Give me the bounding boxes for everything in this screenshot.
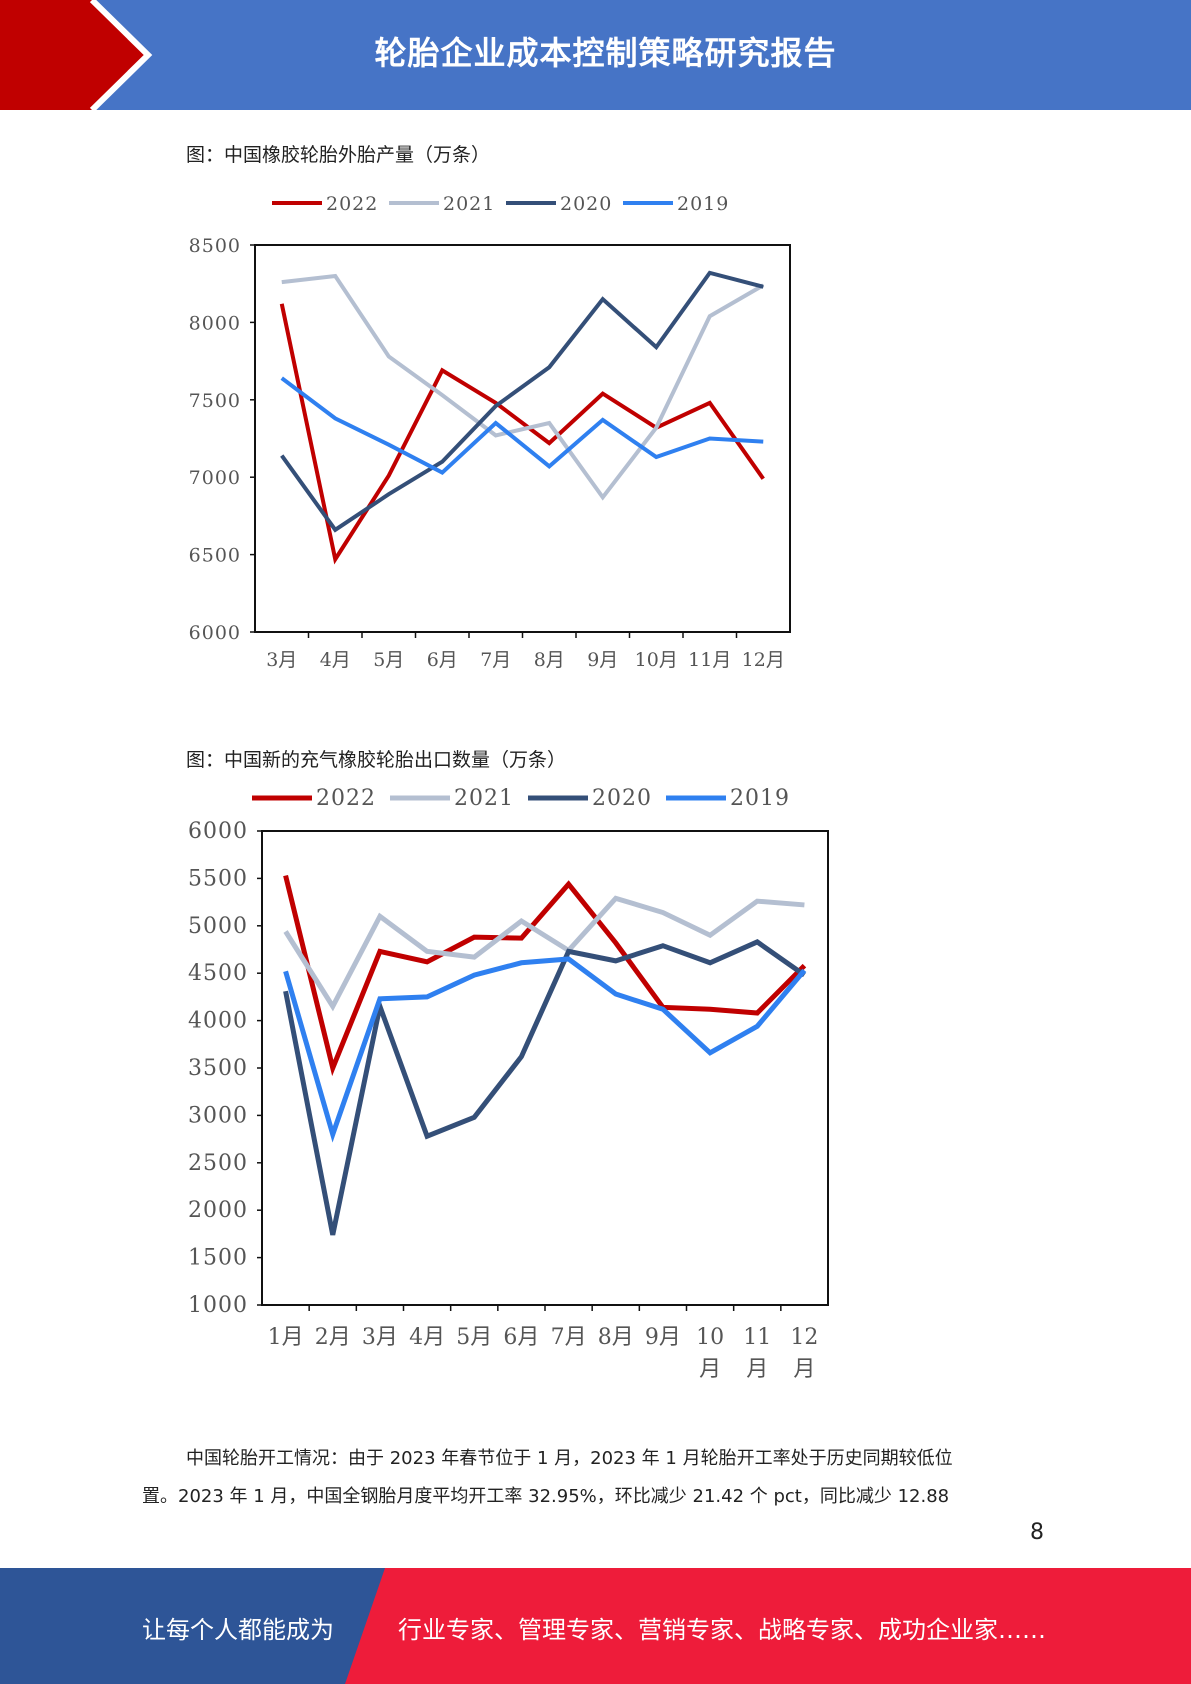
x-tick-label: 月	[793, 1357, 815, 1382]
x-tick-label: 10月	[635, 649, 678, 671]
x-tick-label: 月	[746, 1357, 768, 1382]
body-paragraph: 中国轮胎开工情况：由于 2023 年春节位于 1 月，2023 年 1 月轮胎开…	[142, 1440, 1042, 1516]
series-line-2019	[283, 956, 807, 1143]
tire-production-chart: 6000 6500 7000 7500 8000 8500 3月 4月 5月 6月 7月 8月 9月 10…	[189, 193, 791, 671]
y-tick-label: 6000	[188, 819, 248, 844]
y-tick-label: 6500	[189, 545, 241, 567]
footer-band	[0, 1568, 1191, 1684]
series-line-2019	[280, 376, 764, 475]
x-tick-label: 6月	[503, 1325, 539, 1350]
legend-label-2020: 2020	[592, 786, 652, 811]
x-tick-label: 11月	[688, 649, 731, 671]
page-header: 轮胎企业成本控制策略研究报告	[0, 0, 1191, 110]
header-arrow-decoration	[0, 0, 153, 110]
series-line-2021	[283, 895, 805, 1012]
x-tick-label: 4月	[409, 1325, 445, 1350]
page-number: 8	[1030, 1520, 1044, 1545]
x-tick-label: 5月	[373, 649, 404, 671]
legend-label-2022: 2022	[316, 786, 376, 811]
x-tick-label: 10	[696, 1325, 724, 1350]
x-tick-label: 3月	[362, 1325, 398, 1350]
y-tick-label: 4500	[188, 961, 248, 986]
x-tick-label: 7月	[480, 649, 511, 671]
legend-label-2021: 2021	[443, 193, 495, 215]
x-tick-label: 月	[699, 1357, 721, 1382]
paragraph-line-1: 中国轮胎开工情况：由于 2023 年春节位于 1 月，2023 年 1 月轮胎开…	[186, 1448, 953, 1469]
x-tick-label: 8月	[534, 649, 565, 671]
figure-1-caption: 图：中国橡胶轮胎外胎产量（万条）	[186, 144, 491, 166]
y-tick-label: 7500	[189, 390, 241, 412]
legend-label-2019: 2019	[677, 193, 729, 215]
y-tick-label: 5000	[188, 914, 248, 939]
series-line-2021	[281, 273, 765, 501]
page-footer: 让每个人都能成为 行业专家、管理专家、营销专家、战略专家、成功企业家……	[0, 1568, 1191, 1684]
y-tick-label: 2500	[188, 1151, 248, 1176]
y-tick-label: 1500	[188, 1246, 248, 1271]
x-tick-label: 5月	[456, 1325, 492, 1350]
y-tick-label: 8500	[189, 235, 241, 257]
x-tick-label: 9月	[645, 1325, 681, 1350]
y-tick-label: 7000	[189, 467, 241, 489]
series-line-2022	[279, 303, 765, 565]
legend-label-2022: 2022	[326, 193, 378, 215]
x-tick-label: 7月	[551, 1325, 587, 1350]
y-tick-label: 1000	[188, 1293, 248, 1318]
legend-label-2019: 2019	[730, 786, 790, 811]
x-tick-label: 2月	[315, 1325, 351, 1350]
x-tick-label: 3月	[266, 649, 297, 671]
x-tick-label: 6月	[427, 649, 458, 671]
series-line-2020	[283, 939, 806, 1236]
tire-export-chart: 1000 1500 2000 2500 3000 3500 4000 4500 5000 5500…	[188, 786, 829, 1382]
y-tick-label: 5500	[188, 866, 248, 891]
x-tick-label: 12	[790, 1325, 818, 1350]
y-tick-label: 3000	[188, 1103, 248, 1128]
paragraph-line-2: 置。2023 年 1 月，中国全钢胎月度平均开工率 32.95%，环比减少 21…	[142, 1486, 950, 1507]
y-tick-label: 8000	[189, 312, 241, 334]
y-tick-label: 6000	[189, 622, 241, 644]
x-tick-label: 11	[743, 1325, 771, 1350]
footer-slogan-left: 让每个人都能成为	[142, 1616, 334, 1644]
x-tick-label: 9月	[587, 649, 618, 671]
x-tick-label: 1月	[268, 1325, 304, 1350]
y-tick-label: 3500	[188, 1056, 248, 1081]
y-tick-label: 4000	[188, 1009, 248, 1034]
x-tick-label: 8月	[598, 1325, 634, 1350]
legend-label-2021: 2021	[454, 786, 514, 811]
report-title: 轮胎企业成本控制策略研究报告	[374, 34, 837, 72]
plot-frame	[261, 830, 829, 1306]
footer-slogan-right: 行业专家、管理专家、营销专家、战略专家、成功企业家……	[398, 1616, 1046, 1644]
x-tick-label: 12月	[742, 649, 785, 671]
series-line-2022	[283, 874, 807, 1077]
figure-2-caption: 图：中国新的充气橡胶轮胎出口数量（万条）	[186, 749, 567, 771]
x-tick-label: 4月	[320, 649, 351, 671]
y-tick-label: 2000	[188, 1198, 248, 1223]
series-line-2020	[280, 270, 764, 533]
legend-label-2020: 2020	[560, 193, 612, 215]
